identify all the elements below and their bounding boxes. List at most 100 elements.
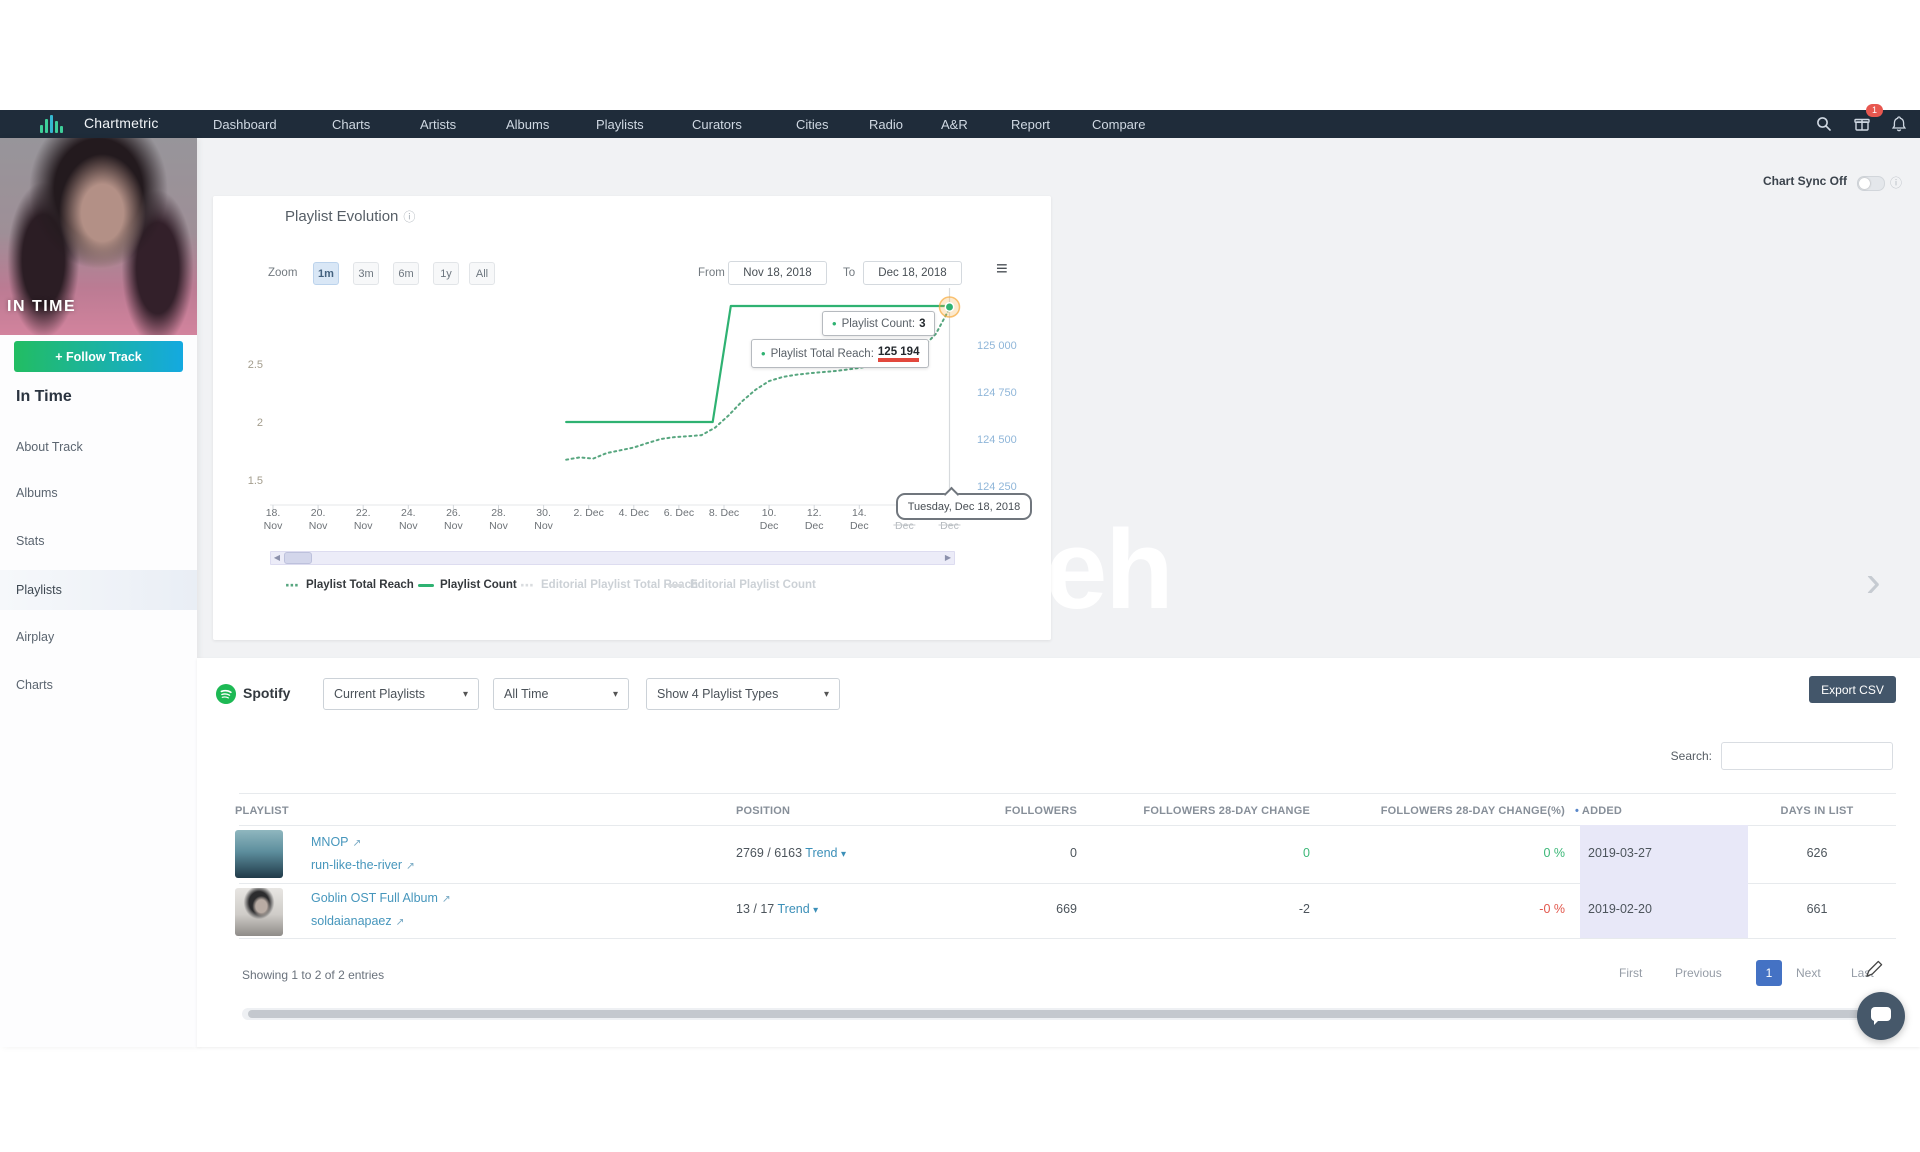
zoom-1m-button[interactable]: 1m [313, 262, 339, 285]
sidebar-item-airplay[interactable]: Airplay [16, 630, 55, 644]
playlist-thumbnail[interactable] [235, 888, 283, 936]
nav-item-albums[interactable]: Albums [506, 117, 550, 132]
chart-sync-toggle[interactable] [1857, 176, 1885, 191]
nav-item-radio[interactable]: Radio [869, 117, 903, 132]
search-icon[interactable] [1815, 115, 1833, 133]
zoom-1y-button[interactable]: 1y [433, 262, 459, 285]
trend-link[interactable]: Trend ▾ [805, 846, 847, 860]
navigator-left-arrow-icon[interactable]: ◀ [273, 553, 281, 562]
chevron-down-icon: ▾ [840, 849, 847, 860]
search-input[interactable] [1721, 742, 1893, 770]
nav-item-artists[interactable]: Artists [420, 117, 457, 132]
header-days-in-list[interactable]: DAYS IN LIST [1780, 805, 1854, 817]
nav-item-compare[interactable]: Compare [1092, 117, 1146, 132]
to-label: To [843, 267, 856, 279]
followers-change-pct-cell: -0 % [1539, 902, 1565, 916]
legend-playlist-count[interactable]: Playlist Count [418, 579, 517, 591]
sidebar-item-albums[interactable]: Albums [16, 486, 58, 500]
horizontal-scrollbar[interactable] [242, 1008, 1896, 1020]
from-date-input[interactable]: Nov 18, 2018 [728, 261, 827, 285]
chart-navigator[interactable]: ◀ ▶ [270, 551, 955, 565]
playlist-types-shown-select[interactable]: Show 4 Playlist Types ▾ [646, 678, 840, 710]
spotify-icon [215, 683, 237, 705]
svg-text:28.Nov: 28. Nov [489, 507, 508, 532]
chart-context-menu-icon[interactable]: ≡ [996, 258, 1008, 280]
pagination-first[interactable]: First [1619, 966, 1643, 980]
tooltip-date: Tuesday, Dec 18, 2018 [896, 493, 1032, 520]
added-column-highlight [1580, 883, 1748, 938]
chart-sync-info-icon[interactable]: ⓘ [1890, 176, 1903, 190]
series-bullet-icon: • [761, 346, 766, 361]
entries-summary: Showing 1 to 2 of 2 entries [242, 968, 385, 982]
follow-track-button[interactable]: + Follow Track [14, 341, 183, 372]
chat-widget-button[interactable] [1857, 992, 1905, 1040]
nav-item-curators[interactable]: Curators [692, 117, 742, 132]
header-playlist[interactable]: PLAYLIST [235, 805, 289, 817]
export-csv-button[interactable]: Export CSV [1809, 676, 1896, 703]
pagination-previous[interactable]: Previous [1675, 966, 1722, 980]
header-followers-change[interactable]: FOLLOWERS 28-DAY CHANGE [1143, 805, 1310, 817]
to-date-input[interactable]: Dec 18, 2018 [863, 261, 962, 285]
legend-editorial-playlist-count[interactable]: Editorial Playlist Count [668, 579, 816, 591]
album-title-overlay: IN TIME [7, 298, 77, 315]
svg-text:20.Nov: 20. Nov [309, 507, 328, 532]
pagination-last[interactable]: Last [1851, 966, 1874, 980]
nav-item-dashboard[interactable]: Dashboard [213, 117, 277, 132]
chartmetric-logo-icon[interactable] [40, 115, 63, 133]
external-link-icon[interactable]: ↗ [352, 837, 362, 849]
top-navbar: Chartmetric Dashboard Charts Artists Alb… [0, 110, 1920, 138]
nav-item-ar[interactable]: A&R [941, 117, 968, 132]
svg-text:24.Nov: 24. Nov [399, 507, 418, 532]
header-added-wrap[interactable]: • ADDED [1575, 805, 1623, 817]
header-followers-change-pct[interactable]: FOLLOWERS 28-DAY CHANGE(%) [1380, 805, 1565, 817]
playlist-thumbnail[interactable] [235, 830, 283, 878]
svg-text:125 000: 125 000 [977, 340, 1017, 352]
external-link-icon[interactable]: ↗ [395, 916, 405, 928]
trend-link[interactable]: Trend ▾ [777, 902, 819, 916]
dotted-line-icon: ⋯ [285, 577, 300, 593]
navigator-right-arrow-icon[interactable]: ▶ [944, 553, 952, 562]
sidebar-item-playlists[interactable]: Playlists [0, 570, 197, 610]
svg-text:4. Dec: 4. Dec [619, 507, 649, 519]
zoom-label: Zoom [268, 267, 298, 279]
header-followers[interactable]: FOLLOWERS [1004, 805, 1077, 817]
divider [239, 825, 1896, 826]
svg-text:2: 2 [257, 417, 263, 429]
brand-name[interactable]: Chartmetric [84, 115, 159, 131]
solid-line-icon [668, 583, 684, 587]
info-icon[interactable]: ⓘ [403, 210, 416, 224]
legend-playlist-total-reach[interactable]: ⋯ Playlist Total Reach [285, 577, 414, 593]
chart-sync-label: Chart Sync Off [1763, 174, 1848, 188]
zoom-6m-button[interactable]: 6m [393, 262, 419, 285]
gift-icon[interactable] [1853, 115, 1871, 133]
header-position[interactable]: POSITION [736, 805, 791, 817]
nav-item-charts[interactable]: Charts [332, 117, 371, 132]
notification-badge: 1 [1866, 104, 1883, 117]
zoom-3m-button[interactable]: 3m [353, 262, 379, 285]
nav-item-playlists[interactable]: Playlists [596, 117, 644, 132]
sidebar-item-about-track[interactable]: About Track [16, 440, 83, 454]
zoom-all-button[interactable]: All [469, 262, 495, 285]
added-cell: 2019-02-20 [1588, 902, 1652, 916]
external-link-icon[interactable]: ↗ [406, 860, 415, 872]
divider [239, 938, 1896, 939]
horizontal-scrollbar-thumb[interactable] [248, 1010, 1888, 1018]
navigator-thumb[interactable] [284, 552, 312, 564]
playlist-type-select[interactable]: Current Playlists ▾ [323, 678, 479, 710]
pencil-cursor-icon [1866, 960, 1883, 977]
sidebar-item-charts[interactable]: Charts [16, 678, 53, 692]
nav-item-report[interactable]: Report [1011, 117, 1051, 132]
sidebar-item-stats[interactable]: Stats [16, 534, 45, 548]
bell-icon[interactable] [1890, 115, 1908, 133]
time-range-select[interactable]: All Time ▾ [493, 678, 629, 710]
nav-item-cities[interactable]: Cities [796, 117, 829, 132]
pagination-next[interactable]: Next [1796, 966, 1821, 980]
pagination-page-1[interactable]: 1 [1756, 960, 1782, 986]
carousel-next-icon[interactable]: › [1866, 557, 1881, 606]
chevron-down-icon: ▾ [823, 688, 829, 700]
position-cell: 13 / 17 Trend ▾ [736, 902, 819, 916]
external-link-icon[interactable]: ↗ [441, 893, 451, 905]
legend-editorial-playlist-total-reach[interactable]: ⋯ Editorial Playlist Total Reach [520, 577, 698, 593]
card-title: Playlist Evolution ⓘ [285, 208, 416, 225]
added-cell: 2019-03-27 [1588, 846, 1652, 860]
